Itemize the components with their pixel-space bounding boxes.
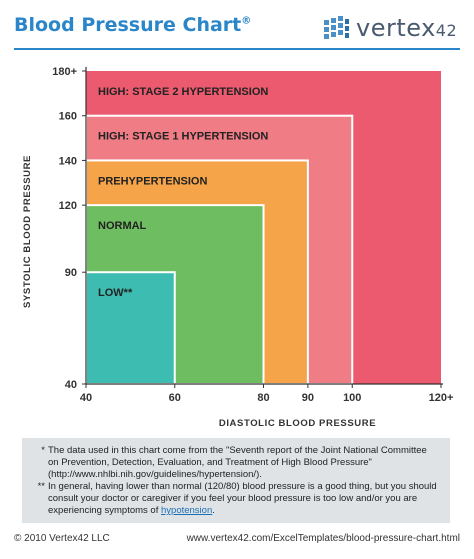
title-rule [14,48,460,50]
footnote-2: ** In general, having lower than normal … [32,481,440,517]
y-tick-label: 140 [59,155,77,167]
y-tick-label: 160 [59,111,77,123]
x-tick-label: 40 [80,392,92,404]
zone-label-normal: NORMAL [98,220,147,232]
hypotension-link[interactable]: hypotension [161,505,213,517]
logo-cube-icon [324,16,349,39]
y-tick-label: 90 [65,267,77,279]
page-title: Blood Pressure Chart® [14,14,252,36]
copyright: © 2010 Vertex42 LLC [14,533,110,544]
zone-label-high-stage-2-hypertension: HIGH: STAGE 2 HYPERTENSION [98,86,268,98]
footnote-1: * The data used in this chart come from … [32,445,440,481]
x-axis-title: DIASTOLIC BLOOD PRESSURE [219,418,376,429]
x-tick-label: 100 [343,392,361,404]
y-tick-label: 180+ [52,66,77,78]
y-tick-label: 120 [59,200,77,212]
x-tick-label: 120+ [429,392,454,404]
footnote-marker: * [41,445,45,456]
y-axis-title: SYSTOLIC BLOOD PRESSURE [22,155,33,308]
x-tick-label: 60 [169,392,181,404]
footnotes: * The data used in this chart come from … [22,438,450,523]
zone-label-high-stage-1-hypertension: HIGH: STAGE 1 HYPERTENSION [98,131,268,143]
x-tick-label: 90 [302,392,314,404]
source-url[interactable]: www.vertex42.com/ExcelTemplates/blood-pr… [186,533,460,544]
y-tick-label: 40 [65,379,77,391]
footnote-marker: ** [37,481,45,493]
blood-pressure-chart: HIGH: STAGE 2 HYPERTENSION HIGH: STAGE 1 … [22,66,454,429]
zone-label-prehypertension: PREHYPERTENSION [98,175,207,187]
x-tick-label: 80 [257,392,269,404]
vertex42-logo[interactable]: vertex42 [320,14,470,46]
logo-text: vertex42 [356,14,458,42]
zone-label-low: LOW** [98,287,133,299]
footnote-text: In general, having lower than normal (12… [48,481,437,517]
footnote-text: The data used in this chart come from th… [48,445,427,481]
